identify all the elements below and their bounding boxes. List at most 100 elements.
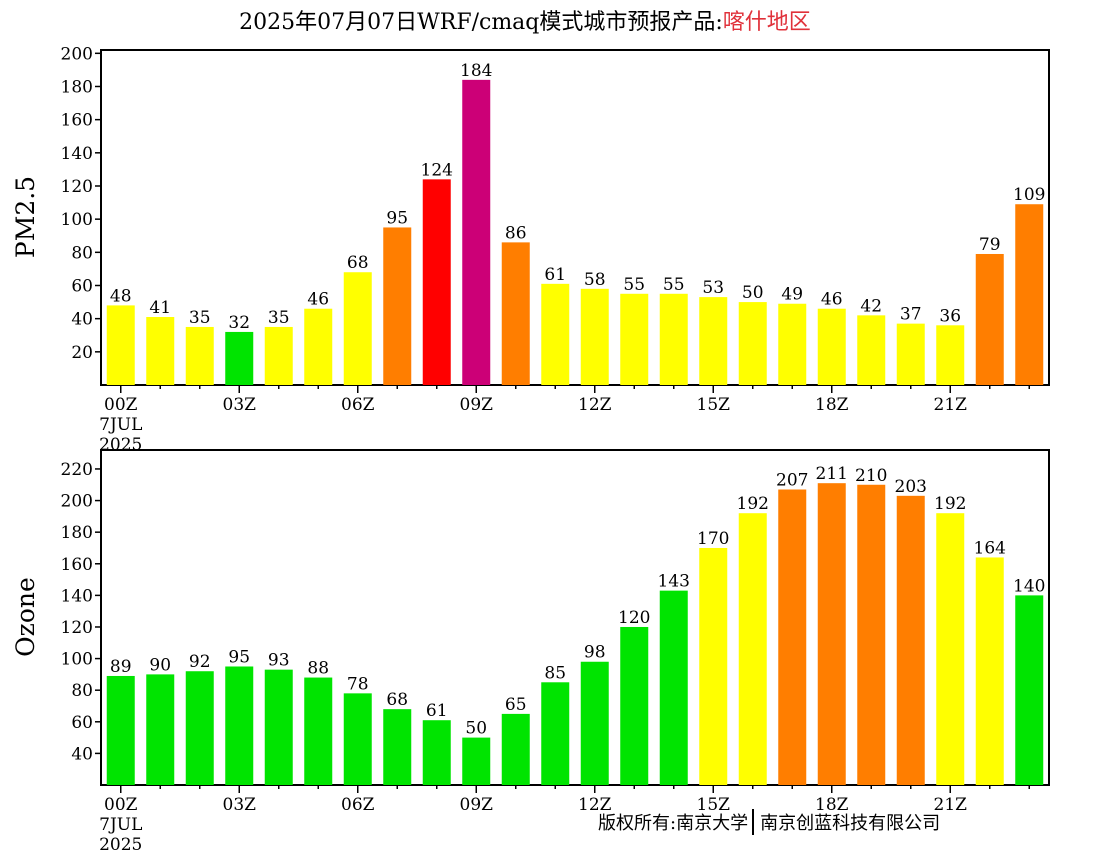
ozone-x-date-label: 7JUL — [99, 815, 142, 835]
pm25-y-tick-label: 100 — [61, 210, 93, 230]
ozone-bar — [975, 557, 1004, 785]
ozone-data-label: 98 — [584, 643, 606, 663]
ozone-bar — [699, 547, 728, 785]
pm25-plot-frame — [100, 49, 1050, 386]
ozone-data-label: 210 — [855, 466, 887, 486]
ozone-data-label: 95 — [228, 647, 250, 667]
pm25-bar — [185, 326, 214, 385]
ozone-x-tick-label: 06Z — [341, 795, 375, 815]
ozone-bar — [225, 666, 254, 785]
pm25-x-date-label: 2025 — [99, 435, 142, 455]
ozone-y-tick-label: 140 — [61, 586, 93, 606]
pm25-x-tick-label: 03Z — [223, 395, 257, 415]
pm25-bar — [106, 305, 135, 385]
ozone-bar — [620, 626, 649, 785]
ozone-x-tick-label: 21Z — [934, 795, 968, 815]
pm25-data-label: 32 — [228, 313, 250, 333]
pm25-bar — [264, 326, 293, 385]
pm25-bar — [896, 323, 925, 385]
ozone-data-label: 164 — [974, 538, 1006, 558]
pm25-data-label: 48 — [110, 286, 132, 306]
pm25-bar — [817, 308, 846, 385]
title-region: 喀什地区 — [722, 10, 811, 35]
ozone-x-tick-label: 03Z — [223, 795, 257, 815]
ozone-bar — [738, 513, 767, 785]
ozone-x-tick-label: 00Z — [104, 795, 138, 815]
pm25-x-tick-label: 00Z — [104, 395, 138, 415]
ozone-bar — [896, 495, 925, 785]
pm25-bar — [343, 272, 372, 385]
pm25-x-tick-label: 09Z — [460, 395, 494, 415]
pm25-bar — [422, 179, 451, 385]
pm25-bar — [975, 253, 1004, 385]
ozone-bar — [857, 484, 886, 785]
ozone-data-label: 61 — [426, 701, 448, 721]
ozone-data-label: 93 — [268, 651, 290, 671]
pm25-data-label: 184 — [460, 61, 492, 81]
pm25-y-tick-label: 60 — [71, 276, 93, 296]
pm25-data-label: 95 — [386, 208, 408, 228]
pm25-y-tick-label: 40 — [71, 310, 93, 330]
ozone-data-label: 170 — [697, 529, 729, 549]
pm25-x-tick-label: 21Z — [934, 395, 968, 415]
pm25-data-label: 46 — [307, 290, 329, 310]
ozone-bar — [383, 709, 412, 785]
ozone-data-label: 68 — [386, 690, 408, 710]
ozone-bar — [462, 737, 491, 785]
pm25-data-label: 50 — [742, 283, 764, 303]
ozone-data-label: 140 — [1013, 576, 1045, 596]
ozone-y-tick-label: 120 — [61, 618, 93, 638]
pm25-y-tick-label: 140 — [61, 144, 93, 164]
ozone-bar — [185, 671, 214, 785]
ozone-y-tick-label: 180 — [61, 523, 93, 543]
ozone-bar — [422, 720, 451, 785]
pm25-data-label: 109 — [1013, 185, 1045, 205]
ozone-bar — [146, 674, 175, 785]
pm25-bar — [580, 288, 609, 385]
pm25-data-label: 36 — [939, 306, 961, 326]
pm25-data-label: 79 — [979, 235, 1001, 255]
pm25-y-tick-label: 180 — [61, 77, 93, 97]
ozone-data-label: 90 — [149, 655, 171, 675]
chart-title: 2025年07月07日WRF/cmaq模式城市预报产品:喀什地区 — [0, 4, 1050, 36]
ozone-bar — [580, 661, 609, 785]
ozone-bar — [541, 682, 570, 785]
ozone-y-tick-label: 100 — [61, 650, 93, 670]
pm25-x-tick-label: 18Z — [815, 395, 849, 415]
pm25-data-label: 86 — [505, 223, 527, 243]
pm25-bar — [699, 297, 728, 385]
ozone-data-label: 88 — [307, 659, 329, 679]
pm25-x-tick-label: 12Z — [578, 395, 612, 415]
ozone-data-label: 65 — [505, 695, 527, 715]
pm25-data-label: 35 — [268, 308, 290, 328]
ozone-x-tick-label: 18Z — [815, 795, 849, 815]
pm25-x-date-label: 7JUL — [99, 415, 142, 435]
pm25-data-label: 42 — [860, 296, 882, 316]
ozone-x-tick-label: 09Z — [460, 795, 494, 815]
pm25-bar — [659, 293, 688, 385]
ozone-bar — [817, 483, 846, 785]
pm25-bar — [383, 227, 412, 385]
ozone-data-label: 211 — [816, 464, 848, 484]
ozone-data-label: 192 — [934, 494, 966, 514]
ozone-bar — [936, 513, 965, 785]
ozone-y-tick-label: 80 — [71, 681, 93, 701]
ozone-data-label: 143 — [658, 572, 690, 592]
ozone-data-label: 78 — [347, 674, 369, 694]
pm25-y-tick-label: 200 — [61, 44, 93, 64]
pm25-bar — [541, 283, 570, 385]
copyright-left: 版权所有:南京大学 — [598, 813, 749, 834]
pm25-bar — [738, 302, 767, 385]
pm25-data-label: 58 — [584, 270, 606, 290]
pm25-y-tick-label: 80 — [71, 243, 93, 263]
pm25-y-axis-label: PM2.5 — [11, 176, 40, 258]
pm25-data-label: 53 — [702, 278, 724, 298]
pm25-y-tick-label: 120 — [61, 177, 93, 197]
pm25-data-label: 35 — [189, 308, 211, 328]
title-main: 2025年07月07日WRF/cmaq模式城市预报产品: — [239, 10, 723, 35]
pm25-bar — [225, 331, 254, 385]
pm25-bar — [936, 325, 965, 385]
pm25-data-label: 68 — [347, 253, 369, 273]
ozone-x-tick-label: 12Z — [578, 795, 612, 815]
